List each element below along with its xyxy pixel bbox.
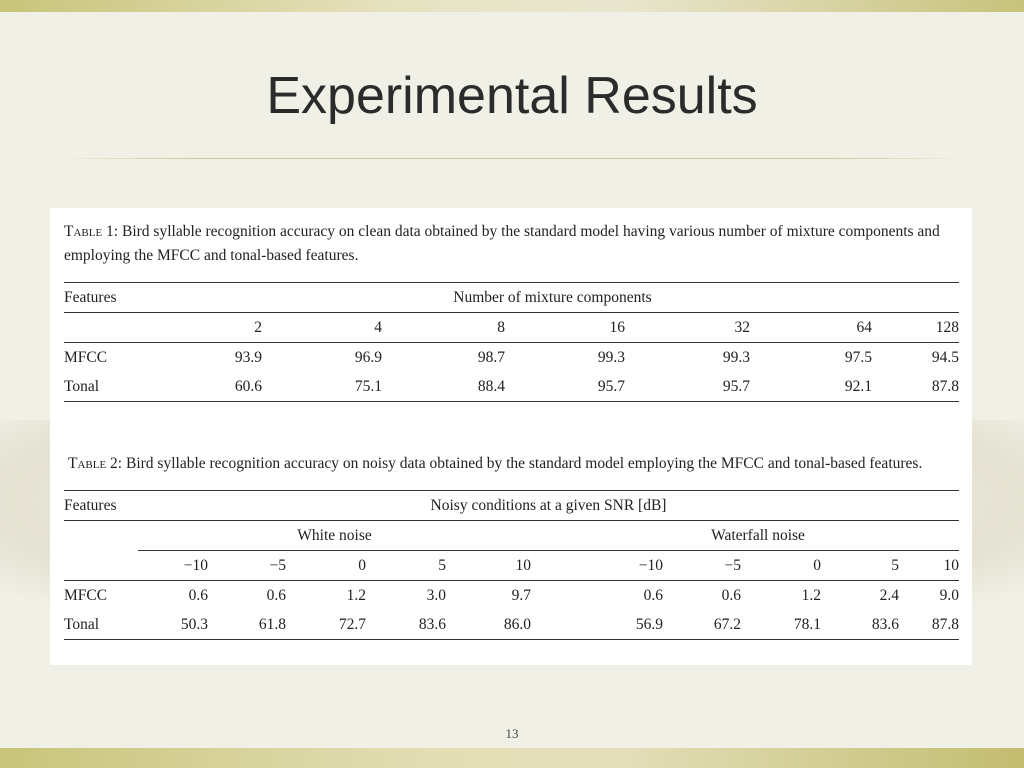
table2-col-header: 10 xyxy=(943,556,960,574)
table2-col-header: 0 xyxy=(813,556,821,574)
table1-col-header: 2 xyxy=(146,312,262,343)
table2-caption-text: Bird syllable recognition accuracy on no… xyxy=(126,455,923,472)
table2-cell: 87.8 xyxy=(899,610,959,640)
table1-features-header: Features xyxy=(64,282,146,313)
table2-row-label: MFCC xyxy=(64,580,138,610)
table1-columns-row: 2 4 8 16 32 64 128 xyxy=(64,312,959,343)
table2-row-mfcc: MFCC 0.6 0.6 1.2 3.0 9.7 0.6 0.6 1.2 2.4… xyxy=(64,580,959,610)
table2-cell: 1.2 xyxy=(741,580,821,610)
table2-row-tonal: Tonal 50.3 61.8 72.7 83.6 86.0 56.9 67.2… xyxy=(64,610,959,640)
table1-cell: 94.5 xyxy=(872,342,959,372)
table2-cell: 86.0 xyxy=(446,610,531,640)
table2-cell: 50.3 xyxy=(138,610,208,640)
table2-cell: 0.6 xyxy=(531,580,663,610)
table2-cell: 0.6 xyxy=(663,580,741,610)
table1-col-header: 16 xyxy=(505,312,625,343)
table2-cell: 3.0 xyxy=(366,580,446,610)
table1-row-tonal: Tonal 60.6 75.1 88.4 95.7 95.7 92.1 87.8 xyxy=(64,372,959,402)
table1-cell: 96.9 xyxy=(262,342,382,372)
table2-span-header: Noisy conditions at a given SNR [dB] xyxy=(138,490,959,521)
table1-col-header: 4 xyxy=(262,312,382,343)
table2-group-waterfall-noise: Waterfall noise xyxy=(531,520,959,551)
table1: Features Number of mixture components 2 … xyxy=(64,282,959,402)
table2-cell: 83.6 xyxy=(821,610,899,640)
top-decorative-bar xyxy=(0,0,1024,12)
table1-col-header: 128 xyxy=(872,312,959,343)
table1-caption-text: Bird syllable recognition accuracy on cl… xyxy=(64,223,940,264)
table1-cell: 99.3 xyxy=(625,342,750,372)
table2-col-header: −5 xyxy=(269,556,287,574)
table2-cell: 1.2 xyxy=(286,580,366,610)
table1-header-row: Features Number of mixture components xyxy=(64,282,959,313)
table1-row-label: MFCC xyxy=(64,342,146,372)
table2-cell: 56.9 xyxy=(531,610,663,640)
table1-cell: 99.3 xyxy=(505,342,625,372)
table2-cell: 83.6 xyxy=(366,610,446,640)
table2-cell: 2.4 xyxy=(821,580,899,610)
table2-cell: 67.2 xyxy=(663,610,741,640)
table2-caption-label: Table 2: xyxy=(68,455,123,472)
table1-caption: Table 1: Bird syllable recognition accur… xyxy=(64,220,964,268)
table2-col-header: −10 xyxy=(183,556,208,574)
table1-span-header: Number of mixture components xyxy=(146,282,959,313)
table2-group-white-noise: White noise xyxy=(138,520,531,551)
slide-title: Experimental Results xyxy=(266,67,758,125)
table1-cell: 98.7 xyxy=(382,342,505,372)
table2: Features Noisy conditions at a given SNR… xyxy=(64,490,959,640)
table1-cell: 88.4 xyxy=(382,372,505,402)
table2-col-header: 10 xyxy=(515,556,532,574)
table1-caption-label: Table 1: xyxy=(64,223,119,240)
table2-cell: 9.0 xyxy=(899,580,959,610)
table2-cell: 9.7 xyxy=(446,580,531,610)
table1-col-header: 64 xyxy=(750,312,872,343)
table2-cell: 61.8 xyxy=(208,610,286,640)
table2-col-header: 0 xyxy=(358,556,366,574)
table2-caption: Table 2: Bird syllable recognition accur… xyxy=(68,452,968,476)
table1-cell: 97.5 xyxy=(750,342,872,372)
tables-image-panel: Table 1: Bird syllable recognition accur… xyxy=(50,208,972,665)
title-divider xyxy=(50,158,972,159)
table2-columns-row: −10 −5 0 5 10 −10 −5 0 5 10 xyxy=(64,551,959,581)
table2-col-header: −5 xyxy=(724,556,742,574)
table2-cell: 0.6 xyxy=(138,580,208,610)
table1-cell: 92.1 xyxy=(750,372,872,402)
table1-cell: 60.6 xyxy=(146,372,262,402)
table1-cell: 87.8 xyxy=(872,372,959,402)
table2-cell: 78.1 xyxy=(741,610,821,640)
table1-cell: 95.7 xyxy=(625,372,750,402)
table2-cell: 72.7 xyxy=(286,610,366,640)
table2-col-header: 5 xyxy=(891,556,899,574)
table1-cell: 95.7 xyxy=(505,372,625,402)
table2-group-row: White noise Waterfall noise xyxy=(64,520,959,551)
table1-row-label: Tonal xyxy=(64,372,146,402)
page-number: 13 xyxy=(505,726,519,741)
table2-cell: 0.6 xyxy=(208,580,286,610)
bottom-decorative-bar xyxy=(0,748,1024,768)
table1-col-header: 8 xyxy=(382,312,505,343)
table2-col-header: −10 xyxy=(638,556,663,574)
table1-cell: 75.1 xyxy=(262,372,382,402)
table2-col-header: 5 xyxy=(438,556,446,574)
table2-header-row: Features Noisy conditions at a given SNR… xyxy=(64,490,959,521)
table2-row-label: Tonal xyxy=(64,610,138,640)
table2-features-header: Features xyxy=(64,490,138,521)
table1-cell: 93.9 xyxy=(146,342,262,372)
table1-col-header: 32 xyxy=(625,312,750,343)
table1-row-mfcc: MFCC 93.9 96.9 98.7 99.3 99.3 97.5 94.5 xyxy=(64,342,959,372)
